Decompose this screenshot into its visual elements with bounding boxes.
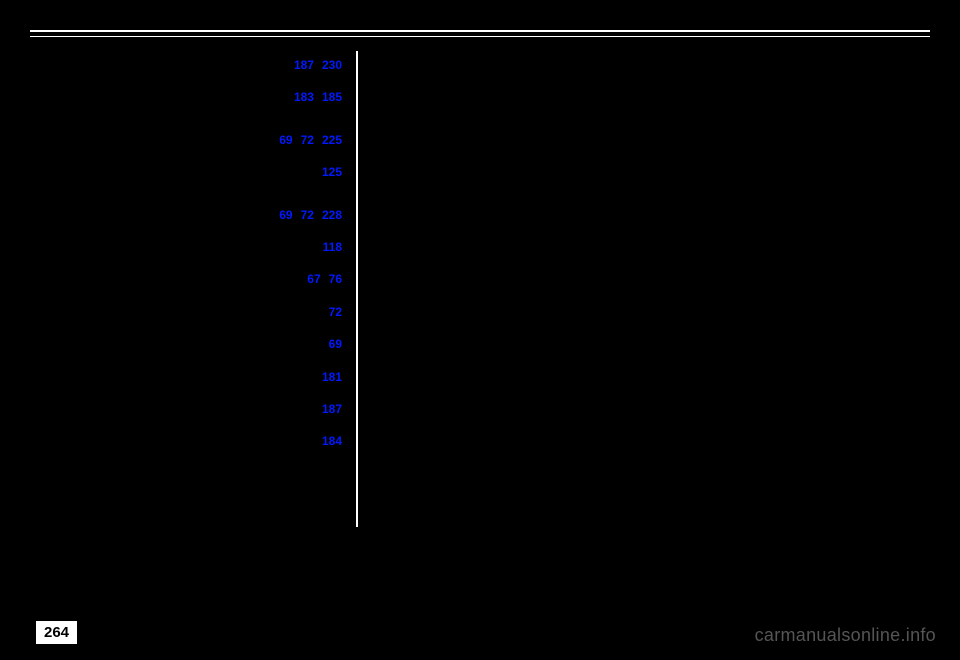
rule-top-thick [30, 30, 930, 32]
page-link[interactable]: 185 [322, 87, 342, 107]
page-link[interactable]: 184 [322, 431, 342, 451]
index-row: 187 [70, 399, 350, 419]
index-row: 183 185 [70, 87, 350, 107]
page-frame: 187 230 183 185 69 72 225 125 69 72 228 … [30, 30, 930, 600]
page-link[interactable]: 72 [329, 302, 342, 322]
page-link[interactable]: 118 [323, 237, 342, 257]
column-divider [356, 51, 358, 527]
index-row: 72 [70, 302, 350, 322]
index-row: 125 [70, 162, 350, 182]
page-link[interactable]: 181 [322, 367, 342, 387]
index-row: 67 76 [70, 269, 350, 289]
index-row: 187 230 [70, 55, 350, 75]
page-link[interactable]: 187 [294, 55, 314, 75]
index-row: 118 [70, 237, 350, 257]
index-column: 187 230 183 185 69 72 225 125 69 72 228 … [70, 55, 350, 464]
content-area: 187 230 183 185 69 72 225 125 69 72 228 … [30, 37, 930, 527]
page-link[interactable]: 69 [279, 130, 292, 150]
index-row: 69 [70, 334, 350, 354]
page-link[interactable]: 76 [329, 269, 342, 289]
page-link[interactable]: 187 [322, 399, 342, 419]
page-link[interactable]: 230 [322, 55, 342, 75]
page-link[interactable]: 67 [307, 269, 320, 289]
index-row: 69 72 228 [70, 205, 350, 225]
page-link[interactable]: 228 [322, 205, 342, 225]
index-row: 181 [70, 367, 350, 387]
page-link[interactable]: 225 [322, 130, 342, 150]
page-number: 264 [36, 621, 77, 644]
page-link[interactable]: 183 [294, 87, 314, 107]
index-row: 184 [70, 431, 350, 451]
page-link[interactable]: 72 [301, 205, 314, 225]
page-link[interactable]: 125 [322, 162, 342, 182]
page-link[interactable]: 69 [279, 205, 292, 225]
page-link[interactable]: 69 [329, 334, 342, 354]
index-row: 69 72 225 [70, 130, 350, 150]
watermark: carmanualsonline.info [755, 625, 936, 646]
page-link[interactable]: 72 [301, 130, 314, 150]
